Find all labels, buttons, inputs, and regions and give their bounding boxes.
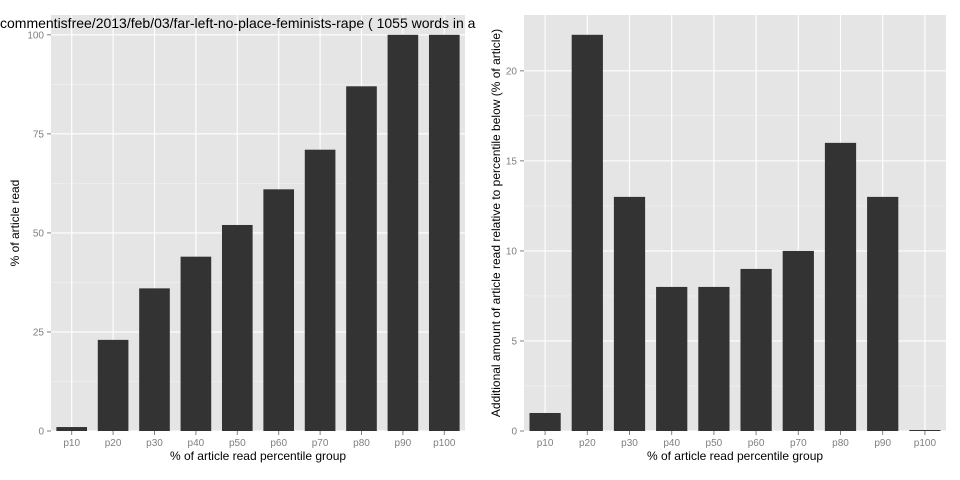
bar-p20 xyxy=(571,34,603,432)
x-tick-label: p80 xyxy=(353,438,370,449)
x-tick-label: p90 xyxy=(395,438,412,449)
x-tick-label: p10 xyxy=(537,438,554,449)
x-axis-title: % of article read percentile group xyxy=(647,449,823,463)
x-tick-label: p70 xyxy=(312,438,329,449)
bar-p50 xyxy=(221,224,253,431)
x-tick-label: p30 xyxy=(621,438,638,449)
y-axis-title: % of article read xyxy=(8,180,22,267)
y-tick-label: 5 xyxy=(511,336,517,347)
x-tick-label: p20 xyxy=(579,438,596,449)
x-tick-label: p90 xyxy=(874,438,891,449)
chart-title: commentisfree/2013/feb/03/far-left-no-pl… xyxy=(0,15,476,31)
bar-p40 xyxy=(656,286,688,431)
bar-p10 xyxy=(56,427,88,431)
x-axis-title: % of article read percentile group xyxy=(170,449,346,463)
bar-p100 xyxy=(909,430,941,431)
x-tick-label: p40 xyxy=(188,438,205,449)
bar-p70 xyxy=(304,149,336,431)
x-tick-label: p60 xyxy=(748,438,765,449)
x-tick-label: p50 xyxy=(706,438,723,449)
bar-p10 xyxy=(529,412,561,431)
y-tick-label: 75 xyxy=(33,129,45,140)
y-axis-title: Additional amount of article read relati… xyxy=(489,29,503,417)
bar-p70 xyxy=(782,250,814,431)
x-tick-label: p70 xyxy=(790,438,807,449)
bar-p30 xyxy=(613,196,646,431)
bar-p40 xyxy=(180,256,212,431)
bar-p60 xyxy=(740,268,772,431)
y-tick-label: 25 xyxy=(33,327,45,338)
y-tick-label: 20 xyxy=(506,66,518,77)
x-tick-label: p100 xyxy=(914,438,937,449)
x-tick-label: p80 xyxy=(832,438,849,449)
x-tick-label: p30 xyxy=(146,438,163,449)
x-tick-label: p10 xyxy=(63,438,80,449)
x-tick-label: p50 xyxy=(229,438,246,449)
y-tick-label: 15 xyxy=(506,156,518,167)
y-tick-label: 50 xyxy=(33,228,45,239)
y-tick-label: 0 xyxy=(511,427,517,438)
bar-p80 xyxy=(824,142,857,432)
y-tick-label: 10 xyxy=(506,246,518,257)
bar-p20 xyxy=(97,339,129,431)
bar-p50 xyxy=(698,286,730,431)
x-tick-label: p40 xyxy=(663,438,680,449)
x-tick-label: p60 xyxy=(270,438,287,449)
y-tick-label: 100 xyxy=(27,30,44,41)
bar-p60 xyxy=(263,189,295,431)
x-tick-label: p20 xyxy=(105,438,122,449)
bar-p30 xyxy=(139,288,170,431)
percent-read-chart: 0 25 50 75 100 p10 p20 p30 p40 p50 p60 p70 p80 p90 p10… xyxy=(0,15,476,463)
additional-read-chart: 0 5 10 15 20 p10 p20 p30 p40 p50 p60 p70 p80 p90 p100%… xyxy=(489,15,946,463)
x-tick-label: p100 xyxy=(433,438,456,449)
bar-p100 xyxy=(428,34,460,432)
bar-p90 xyxy=(867,196,899,431)
bar-p80 xyxy=(346,86,377,432)
bar-p90 xyxy=(387,34,419,432)
y-tick-label: 0 xyxy=(38,427,44,438)
